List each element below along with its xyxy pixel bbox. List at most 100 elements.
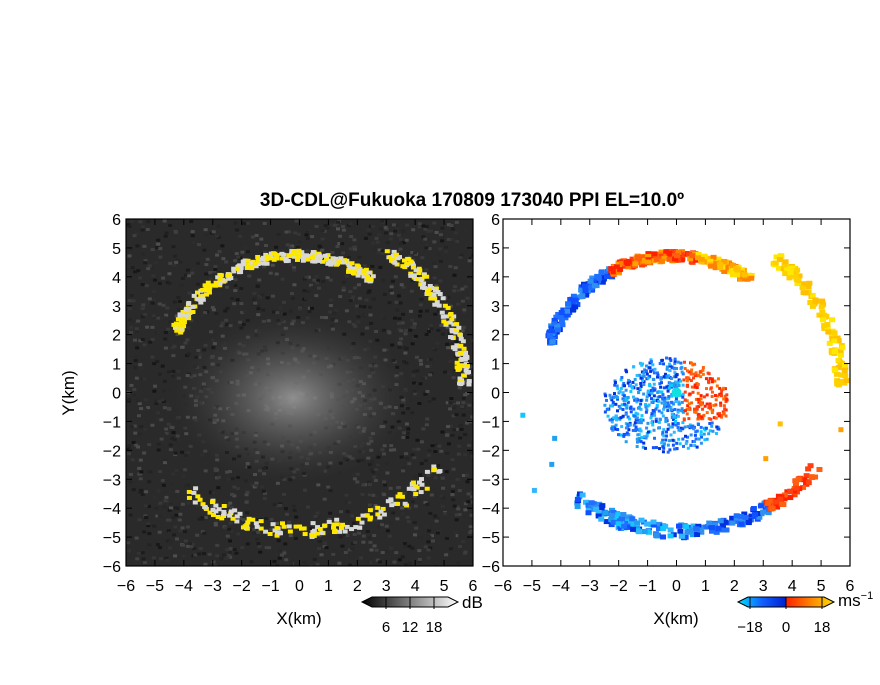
noise-pixel	[396, 321, 401, 325]
noise-pixel	[167, 370, 172, 374]
noise-pixel	[399, 283, 404, 287]
velocity-point	[668, 448, 672, 452]
velocity-point	[670, 412, 674, 416]
noise-pixel	[390, 343, 395, 347]
noise-pixel	[383, 231, 388, 235]
noise-pixel	[308, 298, 313, 302]
noise-pixel	[412, 494, 417, 498]
noise-pixel	[190, 542, 195, 546]
velocity-point	[591, 283, 598, 289]
velocity-point	[674, 253, 681, 259]
noise-pixel	[410, 325, 415, 329]
noise-pixel	[185, 268, 190, 272]
velocity-point	[632, 407, 636, 411]
velocity-point	[763, 456, 769, 462]
noise-pixel	[461, 396, 466, 400]
noise-pixel	[252, 291, 257, 295]
noise-pixel	[314, 224, 319, 228]
noise-pixel	[328, 511, 333, 515]
velocity-point	[667, 374, 671, 378]
velocity-point	[689, 379, 693, 383]
noise-pixel	[426, 474, 431, 478]
velocity-point	[685, 407, 689, 411]
intensity-point	[413, 268, 419, 273]
noise-pixel	[306, 275, 311, 279]
noise-pixel	[415, 394, 420, 398]
intensity-point	[414, 485, 420, 490]
noise-pixel	[267, 546, 272, 550]
velocity-point	[624, 396, 628, 400]
velocity-point	[695, 445, 699, 449]
noise-pixel	[177, 308, 182, 312]
velocity-point	[662, 442, 666, 446]
noise-pixel	[397, 558, 402, 562]
noise-pixel	[317, 286, 322, 290]
noise-pixel	[466, 492, 471, 496]
velocity-point	[729, 520, 736, 526]
noise-pixel	[392, 448, 397, 452]
noise-pixel	[417, 260, 422, 264]
noise-pixel	[207, 552, 212, 556]
noise-pixel	[438, 233, 443, 237]
velocity-point	[694, 430, 698, 434]
noise-pixel	[338, 510, 343, 514]
intensity-point	[368, 515, 374, 520]
noise-pixel	[262, 221, 267, 225]
noise-pixel	[138, 339, 143, 343]
velocity-point	[667, 405, 671, 409]
noise-pixel	[352, 286, 357, 290]
noise-pixel	[424, 246, 429, 250]
noise-pixel	[205, 257, 210, 261]
noise-pixel	[213, 268, 218, 272]
intensity-point	[421, 272, 427, 277]
noise-pixel	[451, 376, 456, 380]
velocity-point	[563, 312, 570, 318]
noise-pixel	[153, 261, 158, 265]
velocity-point	[649, 416, 653, 420]
noise-pixel	[461, 473, 466, 477]
noise-pixel	[263, 244, 268, 248]
intensity-point	[439, 310, 445, 315]
noise-pixel	[436, 253, 441, 257]
noise-pixel	[175, 434, 180, 438]
velocity-point	[705, 437, 709, 441]
noise-pixel	[338, 535, 343, 539]
noise-pixel	[230, 250, 235, 254]
noise-pixel	[335, 513, 340, 517]
velocity-point	[653, 413, 657, 417]
noise-pixel	[185, 525, 190, 529]
velocity-point	[683, 367, 687, 371]
noise-pixel	[388, 520, 393, 524]
noise-pixel	[348, 564, 353, 566]
velocity-point	[717, 518, 724, 524]
velocity-point	[721, 258, 728, 264]
intensity-point	[406, 486, 412, 491]
velocity-point	[665, 397, 669, 401]
velocity-point	[681, 383, 685, 387]
noise-pixel	[401, 241, 406, 245]
velocity-point	[690, 385, 694, 389]
noise-pixel	[135, 244, 140, 248]
noise-pixel	[136, 414, 141, 418]
intensity-point	[355, 273, 361, 278]
noise-pixel	[373, 504, 378, 508]
noise-pixel	[408, 564, 413, 566]
noise-pixel	[452, 273, 457, 277]
noise-pixel	[424, 225, 429, 229]
noise-pixel	[398, 237, 403, 241]
noise-pixel	[152, 495, 157, 499]
noise-pixel	[142, 530, 147, 534]
velocity-point	[587, 278, 594, 284]
velocity-point	[816, 312, 823, 318]
noise-pixel	[410, 342, 415, 346]
intensity-point	[315, 525, 321, 530]
velocity-point	[693, 362, 697, 366]
noise-pixel	[211, 308, 216, 312]
noise-pixel	[397, 317, 402, 321]
noise-pixel	[135, 330, 140, 334]
velocity-point	[630, 526, 637, 532]
intensity-point	[391, 256, 397, 261]
velocity-point	[603, 392, 607, 396]
velocity-point	[551, 321, 558, 327]
velocity-point	[618, 260, 625, 266]
